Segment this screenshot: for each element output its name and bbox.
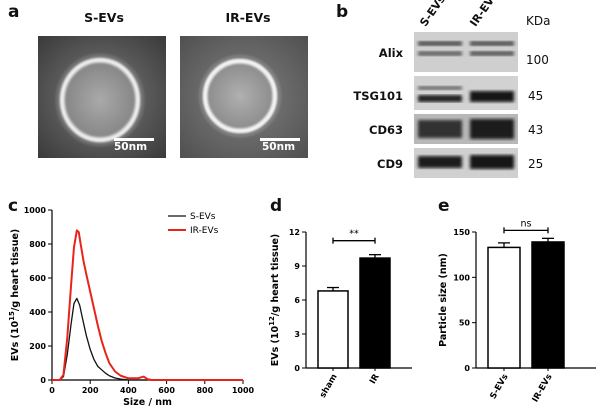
x-tick-label: 0 — [49, 386, 55, 395]
y-tick-label: 150 — [453, 228, 470, 237]
y-tick-label: 400 — [29, 308, 46, 317]
em-image-s-evs: 50nm — [38, 36, 166, 158]
em-title-ir-evs: IR-EVs — [225, 10, 271, 25]
x-axis-label: Size / nm — [123, 397, 172, 408]
blot-kda-tsg101: 45 — [528, 89, 544, 103]
blot-label-cd9: CD9 — [377, 157, 403, 171]
y-tick-label: 0 — [294, 364, 300, 373]
blot-lane-label-ir-evs: IR-EVs — [467, 0, 501, 29]
x-tick-label: 400 — [120, 386, 137, 395]
em-title-s-evs: S-EVs — [84, 10, 124, 25]
significance-label: ns — [521, 218, 532, 229]
x-tick-label: 1000 — [232, 386, 255, 395]
y-tick-label: 800 — [29, 240, 46, 249]
y-tick-label: 12 — [289, 228, 300, 237]
western-blot-image — [414, 32, 518, 178]
y-tick-label: 50 — [459, 319, 471, 328]
blot-kda-cd63: 43 — [528, 123, 544, 137]
y-tick-label: 6 — [294, 296, 300, 305]
blot-strip-alix — [414, 32, 518, 72]
em-image-ir-evs: 50nm — [180, 36, 308, 158]
series-line-ir-evs — [52, 229, 243, 381]
y-axis-label: EVs (1012/g heart tissue) — [268, 234, 281, 367]
blot-kda-header: KDa — [526, 14, 551, 28]
bar-sham — [317, 290, 349, 369]
y-tick-label: 600 — [29, 274, 46, 283]
panel-c-letter: c — [8, 196, 19, 216]
panel-e-letter: e — [438, 196, 450, 216]
scalebar-label-a2: 50nm — [262, 141, 296, 153]
blot-label-alix: Alix — [378, 46, 403, 60]
y-tick-label: 0 — [40, 376, 46, 385]
blot-kda-cd9: 25 — [528, 157, 544, 171]
y-tick-label: 100 — [453, 273, 470, 282]
y-axis-label: EVs (1015/g heart tissue) — [8, 229, 21, 362]
y-axis-label: Particle size (nm) — [438, 253, 449, 347]
y-tick-label: 0 — [464, 364, 470, 373]
panel-a-letter: a — [8, 2, 20, 22]
x-tick-label: S-EVs — [488, 373, 510, 401]
legend-label-ir-evs: IR-EVs — [190, 226, 219, 236]
scalebar-label-a1: 50nm — [114, 141, 148, 153]
x-tick-label: 600 — [158, 386, 175, 395]
panel-b-letter: b — [336, 2, 349, 22]
chart-size-distribution: 0 200 400 600 800 1000 0 200 400 600 800 1000 Size /… — [8, 206, 255, 408]
x-tick-label: IR — [368, 372, 382, 386]
significance-label: ** — [349, 229, 359, 240]
bar-ir — [359, 257, 391, 369]
x-tick-label: IR-EVs — [531, 373, 555, 405]
y-tick-label: 9 — [294, 262, 300, 271]
blot-lane-label-s-evs: S-EVs — [417, 0, 449, 30]
legend-label-s-evs: S-EVs — [190, 212, 216, 222]
blot-strip-cd9 — [414, 148, 518, 178]
y-tick-label: 200 — [29, 342, 46, 351]
blot-strip-tsg101 — [414, 76, 518, 110]
scalebar-a2 — [260, 138, 300, 141]
bar-s-evs — [487, 246, 521, 369]
y-tick-label: 3 — [294, 330, 300, 339]
scalebar-a1 — [114, 138, 154, 141]
blot-label-cd63: CD63 — [369, 123, 403, 137]
chart-ev-concentration: 0 3 6 9 12 sham IR ** EVs (1012/g heart tissue) — [268, 228, 412, 400]
panel-d-letter: d — [270, 196, 283, 216]
bar-ir-evs — [531, 241, 565, 369]
blot-kda-alix: 100 — [526, 53, 549, 67]
x-tick-label: sham — [318, 372, 340, 399]
chart-particle-size: 0 50 100 150 S-EVs IR-EVs ns Particle size (nm) — [438, 218, 596, 405]
series-line-s-evs — [52, 297, 243, 381]
y-tick-label: 1000 — [24, 206, 47, 215]
x-tick-label: 800 — [196, 386, 213, 395]
blot-label-tsg101: TSG101 — [353, 89, 403, 103]
blot-strip-cd63 — [414, 114, 518, 144]
x-tick-label: 200 — [82, 386, 99, 395]
